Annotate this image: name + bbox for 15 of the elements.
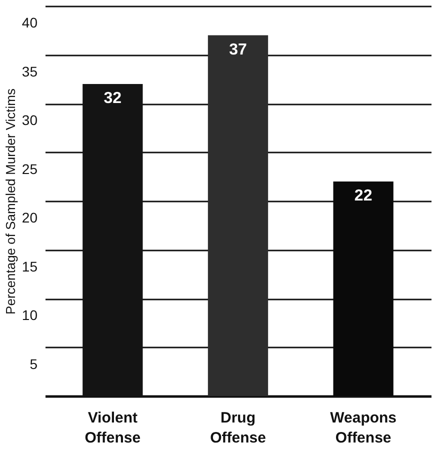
- y-tick-label: 10: [22, 307, 38, 323]
- x-tick-label: Weapons Offense: [330, 410, 397, 446]
- y-tick-label: 25: [22, 160, 38, 177]
- data-label: 37: [229, 41, 247, 58]
- data-label: 32: [104, 90, 122, 107]
- y-tick-label: 30: [22, 112, 38, 128]
- x-tick-label: Violent Offense: [84, 410, 141, 446]
- y-tick-label: 40: [22, 14, 38, 30]
- y-tick-label: 35: [22, 63, 38, 80]
- y-tick-label: 5: [30, 356, 38, 372]
- y-axis-title: Percentage of Sampled Murder Victims: [2, 88, 18, 314]
- y-tick-label: 15: [22, 258, 38, 274]
- y-tick-label: 20: [22, 210, 38, 226]
- x-tick-label: Drug Offense: [210, 410, 266, 446]
- data-label: 22: [354, 188, 372, 204]
